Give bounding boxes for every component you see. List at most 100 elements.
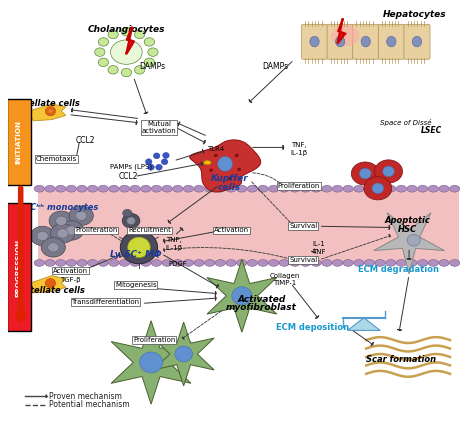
Ellipse shape (130, 260, 140, 266)
Ellipse shape (45, 185, 55, 192)
Text: TNF: TNF (312, 249, 326, 255)
Ellipse shape (204, 160, 211, 165)
Ellipse shape (66, 185, 76, 192)
Ellipse shape (141, 260, 151, 266)
Ellipse shape (218, 157, 233, 171)
Ellipse shape (322, 185, 332, 192)
Ellipse shape (183, 185, 193, 192)
Text: IL-1β: IL-1β (290, 150, 307, 157)
Text: Survival: Survival (289, 223, 318, 229)
Ellipse shape (135, 30, 145, 38)
Ellipse shape (66, 260, 76, 266)
Text: LSEC: LSEC (421, 126, 442, 135)
Ellipse shape (144, 38, 155, 46)
Ellipse shape (119, 260, 129, 266)
Ellipse shape (162, 185, 172, 192)
Ellipse shape (332, 260, 343, 266)
Text: DAMPs: DAMPs (262, 61, 289, 71)
Circle shape (210, 168, 213, 172)
Ellipse shape (290, 260, 300, 266)
Polygon shape (153, 322, 214, 386)
Ellipse shape (127, 217, 135, 225)
Ellipse shape (354, 185, 364, 192)
Ellipse shape (49, 211, 73, 231)
Ellipse shape (121, 69, 131, 77)
Polygon shape (337, 19, 345, 44)
Text: Collagen: Collagen (270, 272, 300, 279)
Polygon shape (28, 104, 66, 121)
Polygon shape (190, 140, 261, 192)
Ellipse shape (428, 185, 438, 192)
Ellipse shape (215, 260, 226, 266)
Text: Proliferation: Proliferation (133, 337, 175, 343)
Ellipse shape (364, 177, 392, 200)
Ellipse shape (372, 183, 383, 194)
Ellipse shape (55, 185, 66, 192)
Ellipse shape (48, 243, 59, 252)
Ellipse shape (69, 206, 93, 225)
Ellipse shape (151, 260, 162, 266)
Ellipse shape (46, 107, 55, 116)
Polygon shape (374, 213, 445, 274)
Ellipse shape (354, 260, 364, 266)
Text: INITIATION: INITIATION (16, 120, 22, 164)
Ellipse shape (77, 185, 87, 192)
Text: Activation: Activation (53, 267, 88, 274)
Ellipse shape (418, 260, 428, 266)
Text: Ly-6Cʰʰ monocytes: Ly-6Cʰʰ monocytes (10, 203, 98, 212)
Ellipse shape (205, 260, 215, 266)
Text: Recruitment: Recruitment (128, 228, 171, 233)
Ellipse shape (365, 260, 374, 266)
Ellipse shape (428, 260, 438, 266)
Ellipse shape (386, 260, 396, 266)
Text: Kupffer: Kupffer (210, 174, 248, 183)
Ellipse shape (98, 260, 109, 266)
Ellipse shape (151, 185, 162, 192)
Ellipse shape (290, 185, 300, 192)
Text: Activation: Activation (214, 228, 249, 233)
Text: Transdifferentiation: Transdifferentiation (72, 299, 139, 305)
Text: CCL2: CCL2 (76, 136, 95, 145)
Text: Proven mechanism: Proven mechanism (49, 392, 121, 401)
Ellipse shape (322, 260, 332, 266)
Text: Scar formation: Scar formation (366, 355, 436, 364)
Text: myofibroblast: myofibroblast (226, 303, 297, 312)
Ellipse shape (449, 185, 460, 192)
Circle shape (148, 164, 155, 170)
Ellipse shape (375, 260, 385, 266)
Ellipse shape (226, 260, 236, 266)
Ellipse shape (121, 27, 131, 36)
FancyBboxPatch shape (353, 24, 379, 59)
Ellipse shape (359, 168, 371, 179)
Ellipse shape (396, 260, 407, 266)
Ellipse shape (122, 213, 140, 228)
Ellipse shape (30, 226, 55, 246)
Ellipse shape (130, 185, 140, 192)
Text: PROGRESSION: PROGRESSION (16, 239, 22, 297)
Ellipse shape (396, 185, 407, 192)
Text: ECM degradation: ECM degradation (358, 265, 439, 274)
Text: Apoptotic: Apoptotic (384, 216, 430, 225)
Ellipse shape (98, 58, 109, 66)
Ellipse shape (268, 260, 279, 266)
Ellipse shape (361, 36, 370, 47)
Ellipse shape (123, 209, 132, 217)
Ellipse shape (215, 185, 226, 192)
Ellipse shape (108, 66, 118, 74)
Ellipse shape (87, 260, 98, 266)
Text: Mitogenesis: Mitogenesis (115, 282, 156, 288)
Ellipse shape (386, 185, 396, 192)
Ellipse shape (226, 185, 236, 192)
Circle shape (154, 153, 160, 159)
Ellipse shape (343, 185, 353, 192)
FancyBboxPatch shape (404, 24, 430, 59)
Ellipse shape (331, 25, 359, 46)
Ellipse shape (310, 36, 319, 47)
Ellipse shape (268, 185, 279, 192)
Ellipse shape (311, 260, 321, 266)
Circle shape (235, 154, 238, 157)
Polygon shape (111, 321, 191, 404)
Text: Activated: Activated (237, 295, 286, 304)
Ellipse shape (439, 260, 449, 266)
Ellipse shape (336, 36, 345, 47)
